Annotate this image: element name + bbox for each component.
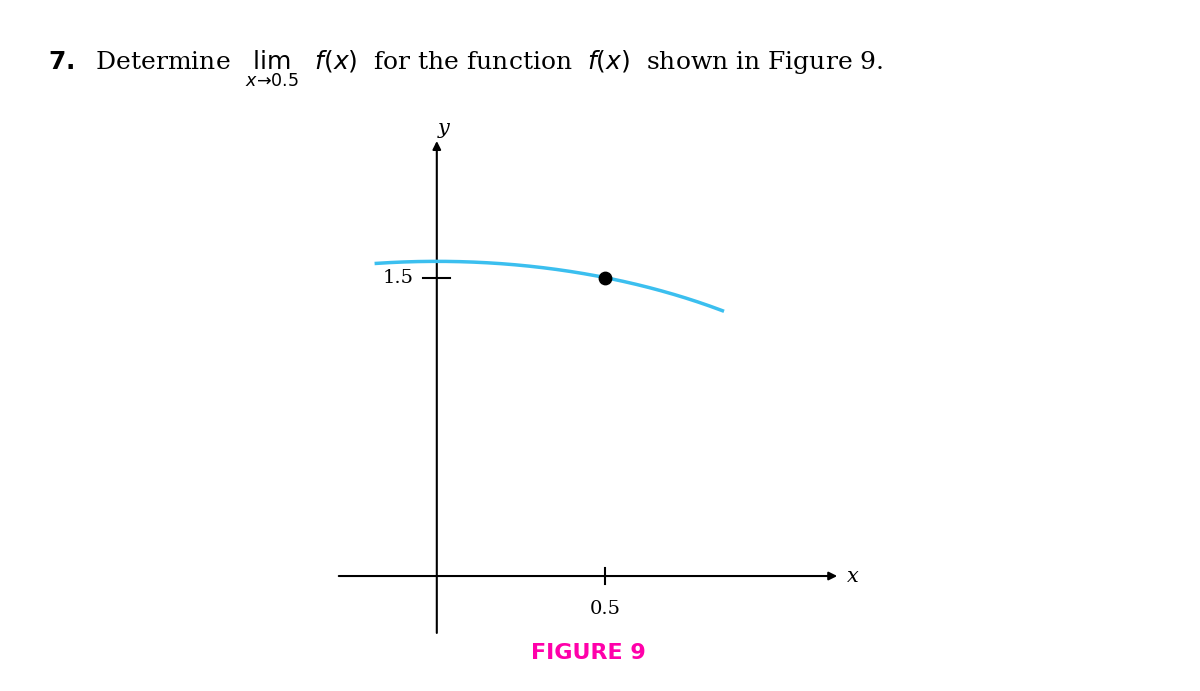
Text: x: x [847, 567, 858, 585]
Text: 0.5: 0.5 [589, 600, 620, 618]
Text: FIGURE 9: FIGURE 9 [530, 643, 646, 663]
Point [595, 272, 614, 283]
Text: 1.5: 1.5 [383, 269, 413, 287]
Text: y: y [438, 120, 449, 138]
Text: $\mathbf{7.}$  Determine  $\lim_{x\to0.5}$  $f(x)$  for the function  $f(x)$  sh: $\mathbf{7.}$ Determine $\lim_{x\to0.5}$… [48, 48, 883, 88]
